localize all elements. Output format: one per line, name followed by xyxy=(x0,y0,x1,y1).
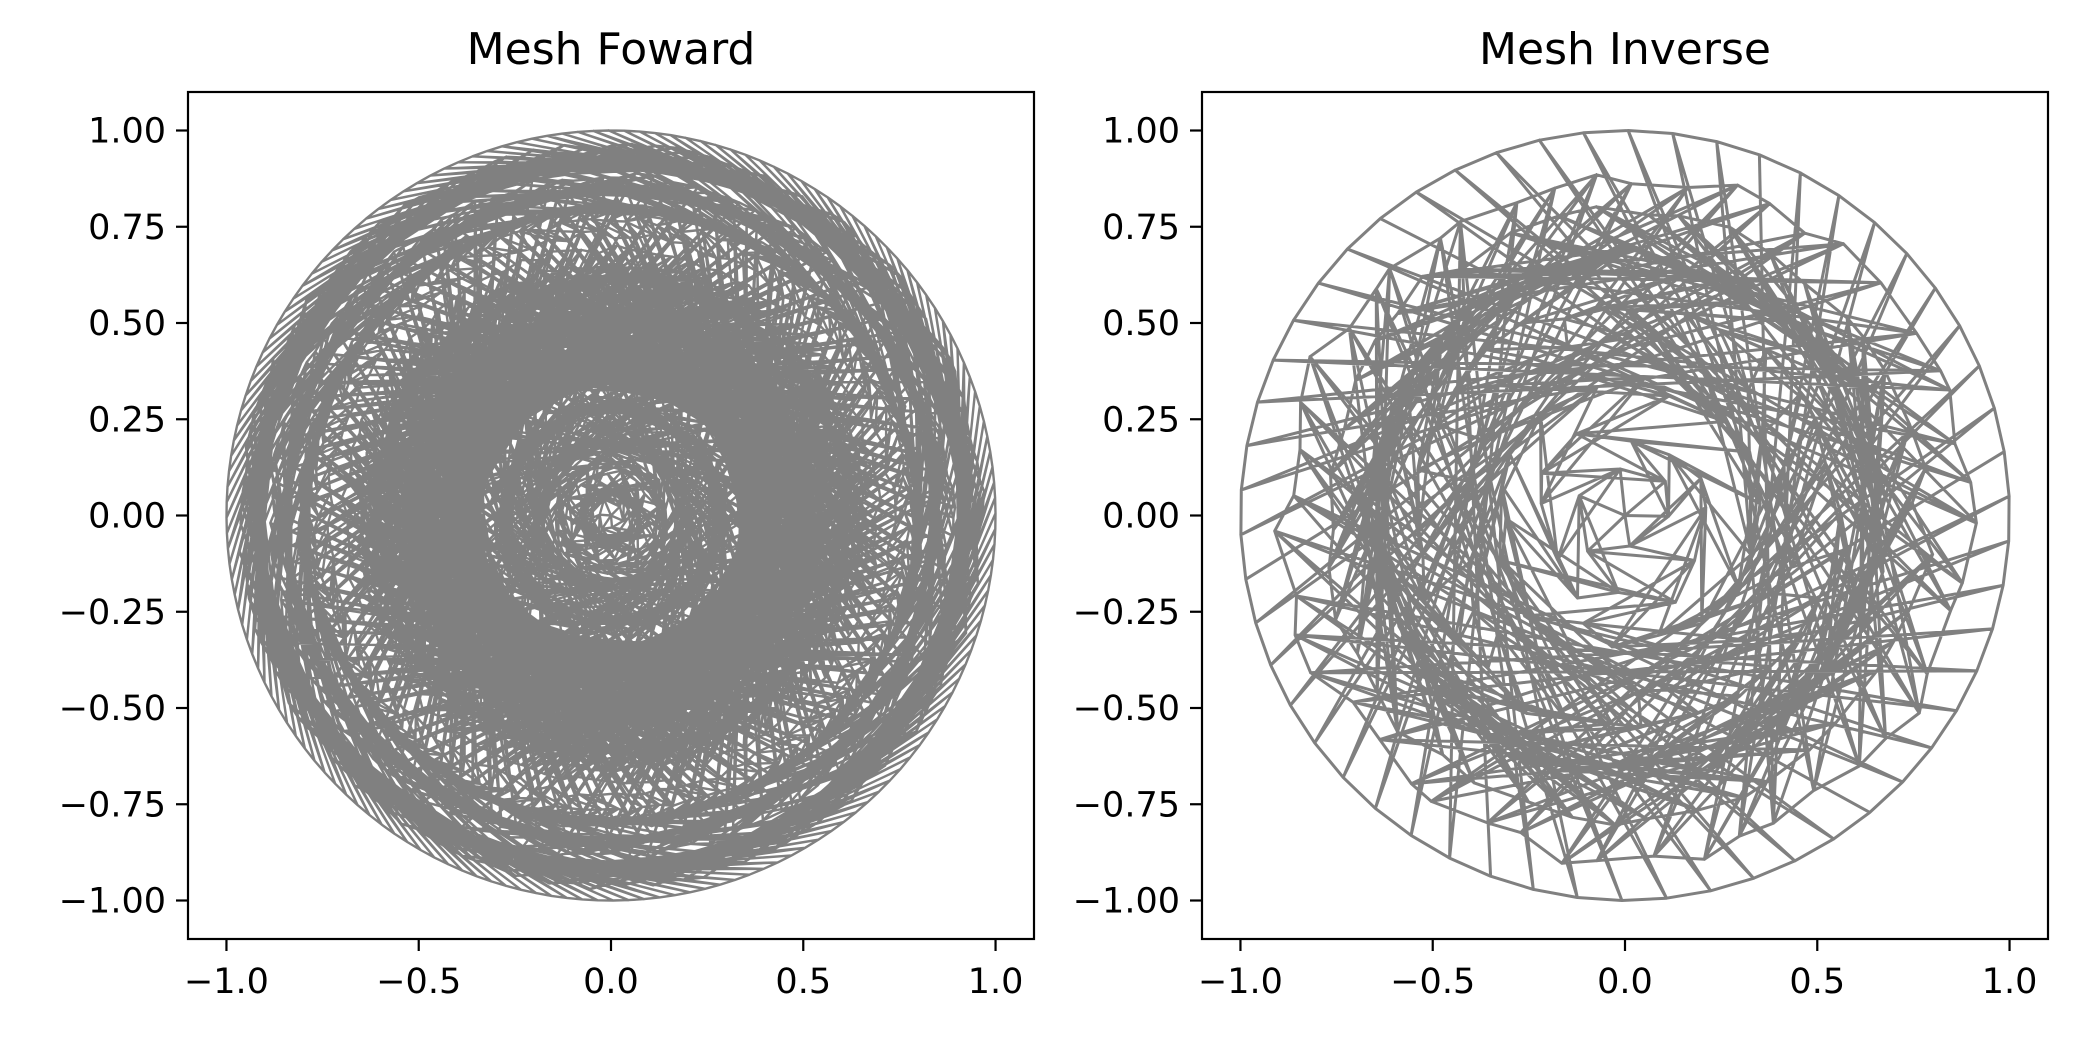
y-tick-label: 0.25 xyxy=(1102,400,1180,440)
y-tick-label: −0.50 xyxy=(1073,689,1180,729)
y-tick-label: −1.00 xyxy=(1073,882,1180,922)
x-tick-label: −1.0 xyxy=(184,962,269,1002)
y-tick-label: 0.00 xyxy=(1102,497,1180,537)
y-tick-label: −0.25 xyxy=(59,593,166,633)
y-tick-label: −0.50 xyxy=(59,689,166,729)
x-tick-label: 0.5 xyxy=(775,962,831,1002)
y-tick-label: 0.75 xyxy=(1102,208,1180,248)
y-tick-label: −0.25 xyxy=(1073,593,1180,633)
y-tick-label: 1.00 xyxy=(1102,112,1180,152)
x-tick-label: −0.5 xyxy=(1390,962,1475,1002)
x-tick-label: 0.0 xyxy=(583,962,639,1002)
y-tick-label: 0.25 xyxy=(88,400,166,440)
inverse-mesh xyxy=(1239,129,2011,902)
forward-mesh xyxy=(225,129,997,902)
inverse-mesh-panel: Mesh Inverse −1.0 −0.5 0.0 0.5 1.0 1.00 0.75 0.… xyxy=(1073,24,2050,1003)
inverse-mesh-title: Mesh Inverse xyxy=(1479,24,1771,75)
x-tick-label: 0.0 xyxy=(1597,962,1653,1002)
x-tick-label: 0.5 xyxy=(1789,962,1845,1002)
mesh-edges xyxy=(1239,129,2011,902)
x-tick-label: −1.0 xyxy=(1198,962,1283,1002)
y-tick-label: −0.75 xyxy=(1073,785,1180,825)
y-tick-label: 0.75 xyxy=(88,208,166,248)
mesh-edges xyxy=(225,129,997,902)
y-tick-label: −0.75 xyxy=(59,785,166,825)
x-tick-label: 1.0 xyxy=(1982,962,2038,1002)
forward-mesh-title: Mesh Foward xyxy=(467,24,756,75)
y-tick-label: 0.00 xyxy=(88,497,166,537)
x-tick-label: 1.0 xyxy=(968,962,1024,1002)
y-tick-label: 0.50 xyxy=(88,304,166,344)
forward-axis-ticks: −1.0 −0.5 0.0 0.5 1.0 1.00 0.75 0.50 0.25 0.00 −0.… xyxy=(59,112,1024,1003)
forward-mesh-panel: Mesh Foward −1.0 −0.5 0.0 0.5 1.0 1.00 0.75 0.5… xyxy=(59,24,1036,1003)
x-tick-label: −0.5 xyxy=(376,962,461,1002)
y-tick-label: −1.00 xyxy=(59,882,166,922)
inverse-axis-ticks: −1.0 −0.5 0.0 0.5 1.0 1.00 0.75 0.50 0.25 0.00 −0.… xyxy=(1073,112,2038,1003)
y-tick-label: 0.50 xyxy=(1102,304,1180,344)
y-tick-label: 1.00 xyxy=(88,112,166,152)
